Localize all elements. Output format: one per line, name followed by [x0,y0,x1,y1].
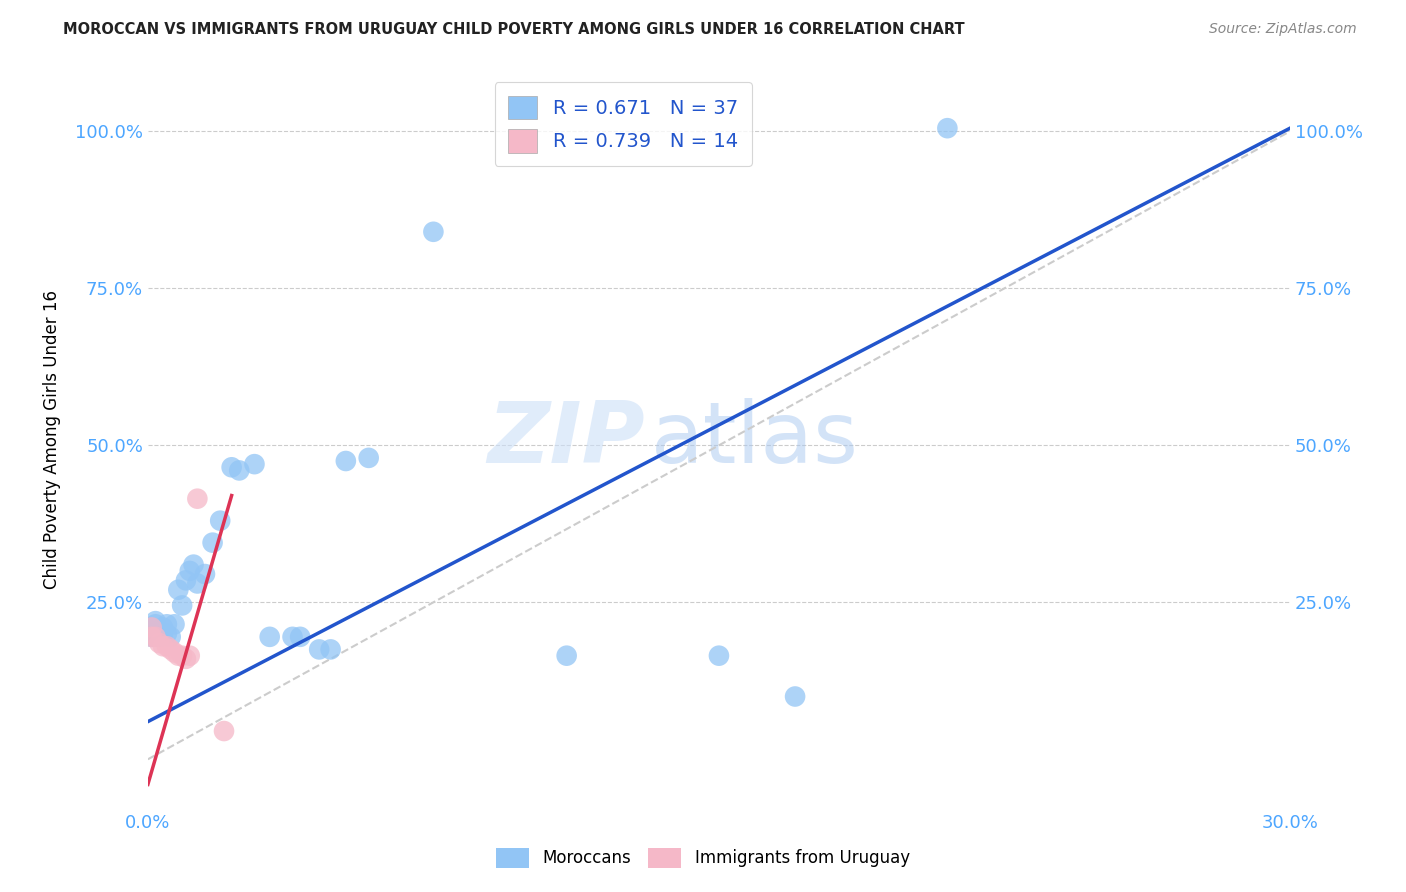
Point [145,617,167,632]
Point [259,630,281,644]
Point [186,576,208,591]
Point [281,630,304,644]
Point [212,724,235,739]
Legend: R = 0.671   N = 37, R = 0.739   N = 14: R = 0.671 N = 37, R = 0.739 N = 14 [495,82,752,166]
Point [319,642,342,657]
Point [145,614,167,628]
Point [783,690,806,704]
Point [159,642,181,657]
Point [183,558,205,572]
Point [179,564,201,578]
Point [152,620,174,634]
Point [308,642,330,657]
Point [141,630,163,644]
Point [335,454,357,468]
Point [141,620,163,634]
Text: ZIP: ZIP [486,398,645,481]
Y-axis label: Child Poverty Among Girls Under 16: Child Poverty Among Girls Under 16 [44,290,60,589]
Point [201,535,224,549]
Point [221,460,243,475]
Point [159,630,181,644]
Point [707,648,730,663]
Point [141,624,163,638]
Point [936,121,959,136]
Point [167,648,190,663]
Point [209,514,232,528]
Point [179,648,201,663]
Point [357,450,380,465]
Point [141,630,163,644]
Point [167,582,190,597]
Point [148,630,170,644]
Point [141,620,163,634]
Point [422,225,444,239]
Point [555,648,578,663]
Point [163,617,186,632]
Text: Source: ZipAtlas.com: Source: ZipAtlas.com [1209,22,1357,37]
Point [288,630,311,644]
Point [194,567,217,582]
Point [228,463,250,477]
Point [172,648,194,663]
Point [156,617,179,632]
Point [156,626,179,640]
Point [243,457,266,471]
Point [148,626,170,640]
Text: atlas: atlas [651,398,859,481]
Point [172,599,194,613]
Point [152,640,174,654]
Point [163,646,186,660]
Point [174,574,197,588]
Legend: Moroccans, Immigrants from Uruguay: Moroccans, Immigrants from Uruguay [489,841,917,875]
Point [186,491,208,506]
Point [174,652,197,666]
Point [156,640,179,654]
Point [145,630,167,644]
Point [152,626,174,640]
Point [148,636,170,650]
Text: MOROCCAN VS IMMIGRANTS FROM URUGUAY CHILD POVERTY AMONG GIRLS UNDER 16 CORRELATI: MOROCCAN VS IMMIGRANTS FROM URUGUAY CHIL… [63,22,965,37]
